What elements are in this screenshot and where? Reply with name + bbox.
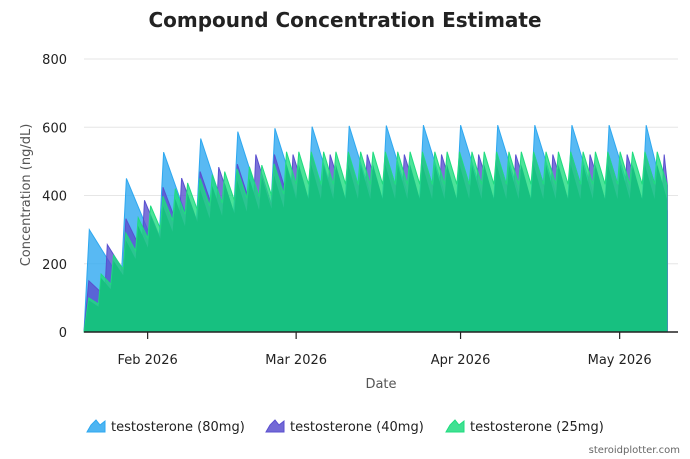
legend-swatch-icon <box>265 419 285 433</box>
y-tick-label: 200 <box>42 258 67 273</box>
legend-swatch-icon <box>445 419 465 433</box>
x-tick-label: Mar 2026 <box>265 353 327 368</box>
legend-item[interactable]: testosterone (25mg) <box>445 419 604 435</box>
legend-item[interactable]: testosterone (40mg) <box>265 419 424 435</box>
legend-label: testosterone (80mg) <box>111 420 245 435</box>
y-tick-label: 800 <box>42 53 67 68</box>
y-tick-label: 400 <box>42 190 67 205</box>
x-axis-label: Date <box>365 377 396 392</box>
series-areas <box>83 125 668 333</box>
x-tick-label: Feb 2026 <box>118 353 178 368</box>
x-tick-label: Apr 2026 <box>431 353 491 368</box>
x-tick-label: May 2026 <box>588 353 652 368</box>
legend[interactable]: testosterone (80mg) testosterone (40mg) te… <box>86 419 604 435</box>
series-area-25mg-base <box>84 164 667 332</box>
y-tick-labels: 0 200 400 600 800 <box>42 53 67 341</box>
y-tick-label: 600 <box>42 121 67 136</box>
legend-swatch-icon <box>86 419 106 433</box>
x-tick-labels: Feb 2026 Mar 2026 Apr 2026 May 2026 <box>118 332 652 368</box>
legend-label: testosterone (25mg) <box>470 420 604 435</box>
legend-item[interactable]: testosterone (80mg) <box>86 419 245 435</box>
y-axis-label: Concentration (ng/dL) <box>19 124 34 267</box>
legend-label: testosterone (40mg) <box>290 420 424 435</box>
chart-title: Compound Concentration Estimate <box>148 8 541 32</box>
credit-text[interactable]: steroidplotter.com <box>589 445 680 456</box>
y-tick-label: 0 <box>59 326 67 341</box>
